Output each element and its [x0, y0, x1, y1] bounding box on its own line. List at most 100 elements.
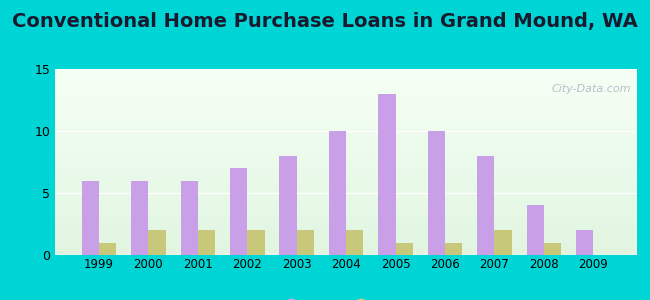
Bar: [55, 89, 637, 91]
Bar: [428, 131, 445, 255]
Bar: [55, 166, 637, 168]
Bar: [55, 192, 637, 194]
Bar: [55, 249, 637, 251]
Bar: [55, 156, 637, 158]
Bar: [55, 86, 637, 88]
Text: City-Data.com: City-Data.com: [552, 84, 631, 94]
Bar: [55, 119, 637, 121]
Bar: [55, 97, 637, 99]
Bar: [55, 99, 637, 100]
Bar: [55, 138, 637, 140]
Bar: [230, 168, 247, 255]
Bar: [55, 169, 637, 171]
Bar: [55, 229, 637, 231]
Bar: [55, 201, 637, 203]
Bar: [55, 95, 637, 97]
Bar: [55, 108, 637, 110]
Bar: [396, 243, 413, 255]
Bar: [55, 199, 637, 201]
Bar: [55, 91, 637, 93]
Bar: [55, 117, 637, 119]
Bar: [55, 116, 637, 117]
Bar: [55, 100, 637, 103]
Bar: [55, 106, 637, 108]
Bar: [55, 207, 637, 208]
Bar: [55, 143, 637, 145]
Bar: [55, 188, 637, 190]
Bar: [55, 128, 637, 130]
Bar: [55, 78, 637, 80]
Bar: [55, 123, 637, 125]
Bar: [55, 142, 637, 143]
Bar: [55, 112, 637, 114]
Bar: [55, 171, 637, 173]
Bar: [55, 246, 637, 248]
Bar: [329, 131, 346, 255]
Bar: [55, 205, 637, 207]
Bar: [55, 147, 637, 149]
Bar: [55, 240, 637, 242]
Bar: [55, 71, 637, 73]
Bar: [55, 196, 637, 197]
Bar: [55, 177, 637, 179]
Bar: [55, 110, 637, 112]
Bar: [544, 243, 561, 255]
Bar: [55, 186, 637, 188]
Bar: [55, 179, 637, 181]
Bar: [55, 73, 637, 75]
Bar: [55, 69, 637, 71]
Bar: [55, 244, 637, 246]
Bar: [82, 181, 99, 255]
Bar: [55, 218, 637, 220]
Bar: [55, 225, 637, 227]
Bar: [55, 203, 637, 205]
Bar: [55, 253, 637, 255]
Bar: [55, 149, 637, 151]
Bar: [55, 160, 637, 162]
Bar: [131, 181, 148, 255]
Bar: [477, 156, 495, 255]
Bar: [55, 140, 637, 142]
Bar: [55, 235, 637, 236]
Bar: [296, 230, 314, 255]
Bar: [55, 93, 637, 95]
Bar: [247, 230, 265, 255]
Bar: [55, 210, 637, 212]
Bar: [55, 125, 637, 127]
Bar: [55, 134, 637, 136]
Bar: [55, 130, 637, 132]
Bar: [55, 103, 637, 104]
Bar: [55, 80, 637, 82]
Legend: HMDA, PMIC: HMDA, PMIC: [281, 294, 411, 300]
Bar: [378, 94, 396, 255]
Bar: [55, 88, 637, 89]
Bar: [55, 236, 637, 238]
Bar: [526, 206, 544, 255]
Bar: [181, 181, 198, 255]
Bar: [55, 248, 637, 249]
Bar: [55, 154, 637, 156]
Bar: [55, 238, 637, 240]
Bar: [55, 197, 637, 199]
Bar: [55, 233, 637, 235]
Bar: [55, 164, 637, 166]
Bar: [55, 175, 637, 177]
Bar: [576, 230, 593, 255]
Text: Conventional Home Purchase Loans in Grand Mound, WA: Conventional Home Purchase Loans in Gran…: [12, 12, 638, 31]
Bar: [55, 212, 637, 214]
Bar: [495, 230, 512, 255]
Bar: [55, 184, 637, 186]
Bar: [55, 82, 637, 84]
Bar: [148, 230, 166, 255]
Bar: [55, 127, 637, 128]
Bar: [55, 151, 637, 153]
Bar: [55, 214, 637, 216]
Bar: [55, 173, 637, 175]
Bar: [55, 251, 637, 253]
Bar: [55, 145, 637, 147]
Bar: [55, 136, 637, 138]
Bar: [55, 242, 637, 244]
Bar: [280, 156, 296, 255]
Bar: [55, 182, 637, 184]
Bar: [55, 132, 637, 134]
